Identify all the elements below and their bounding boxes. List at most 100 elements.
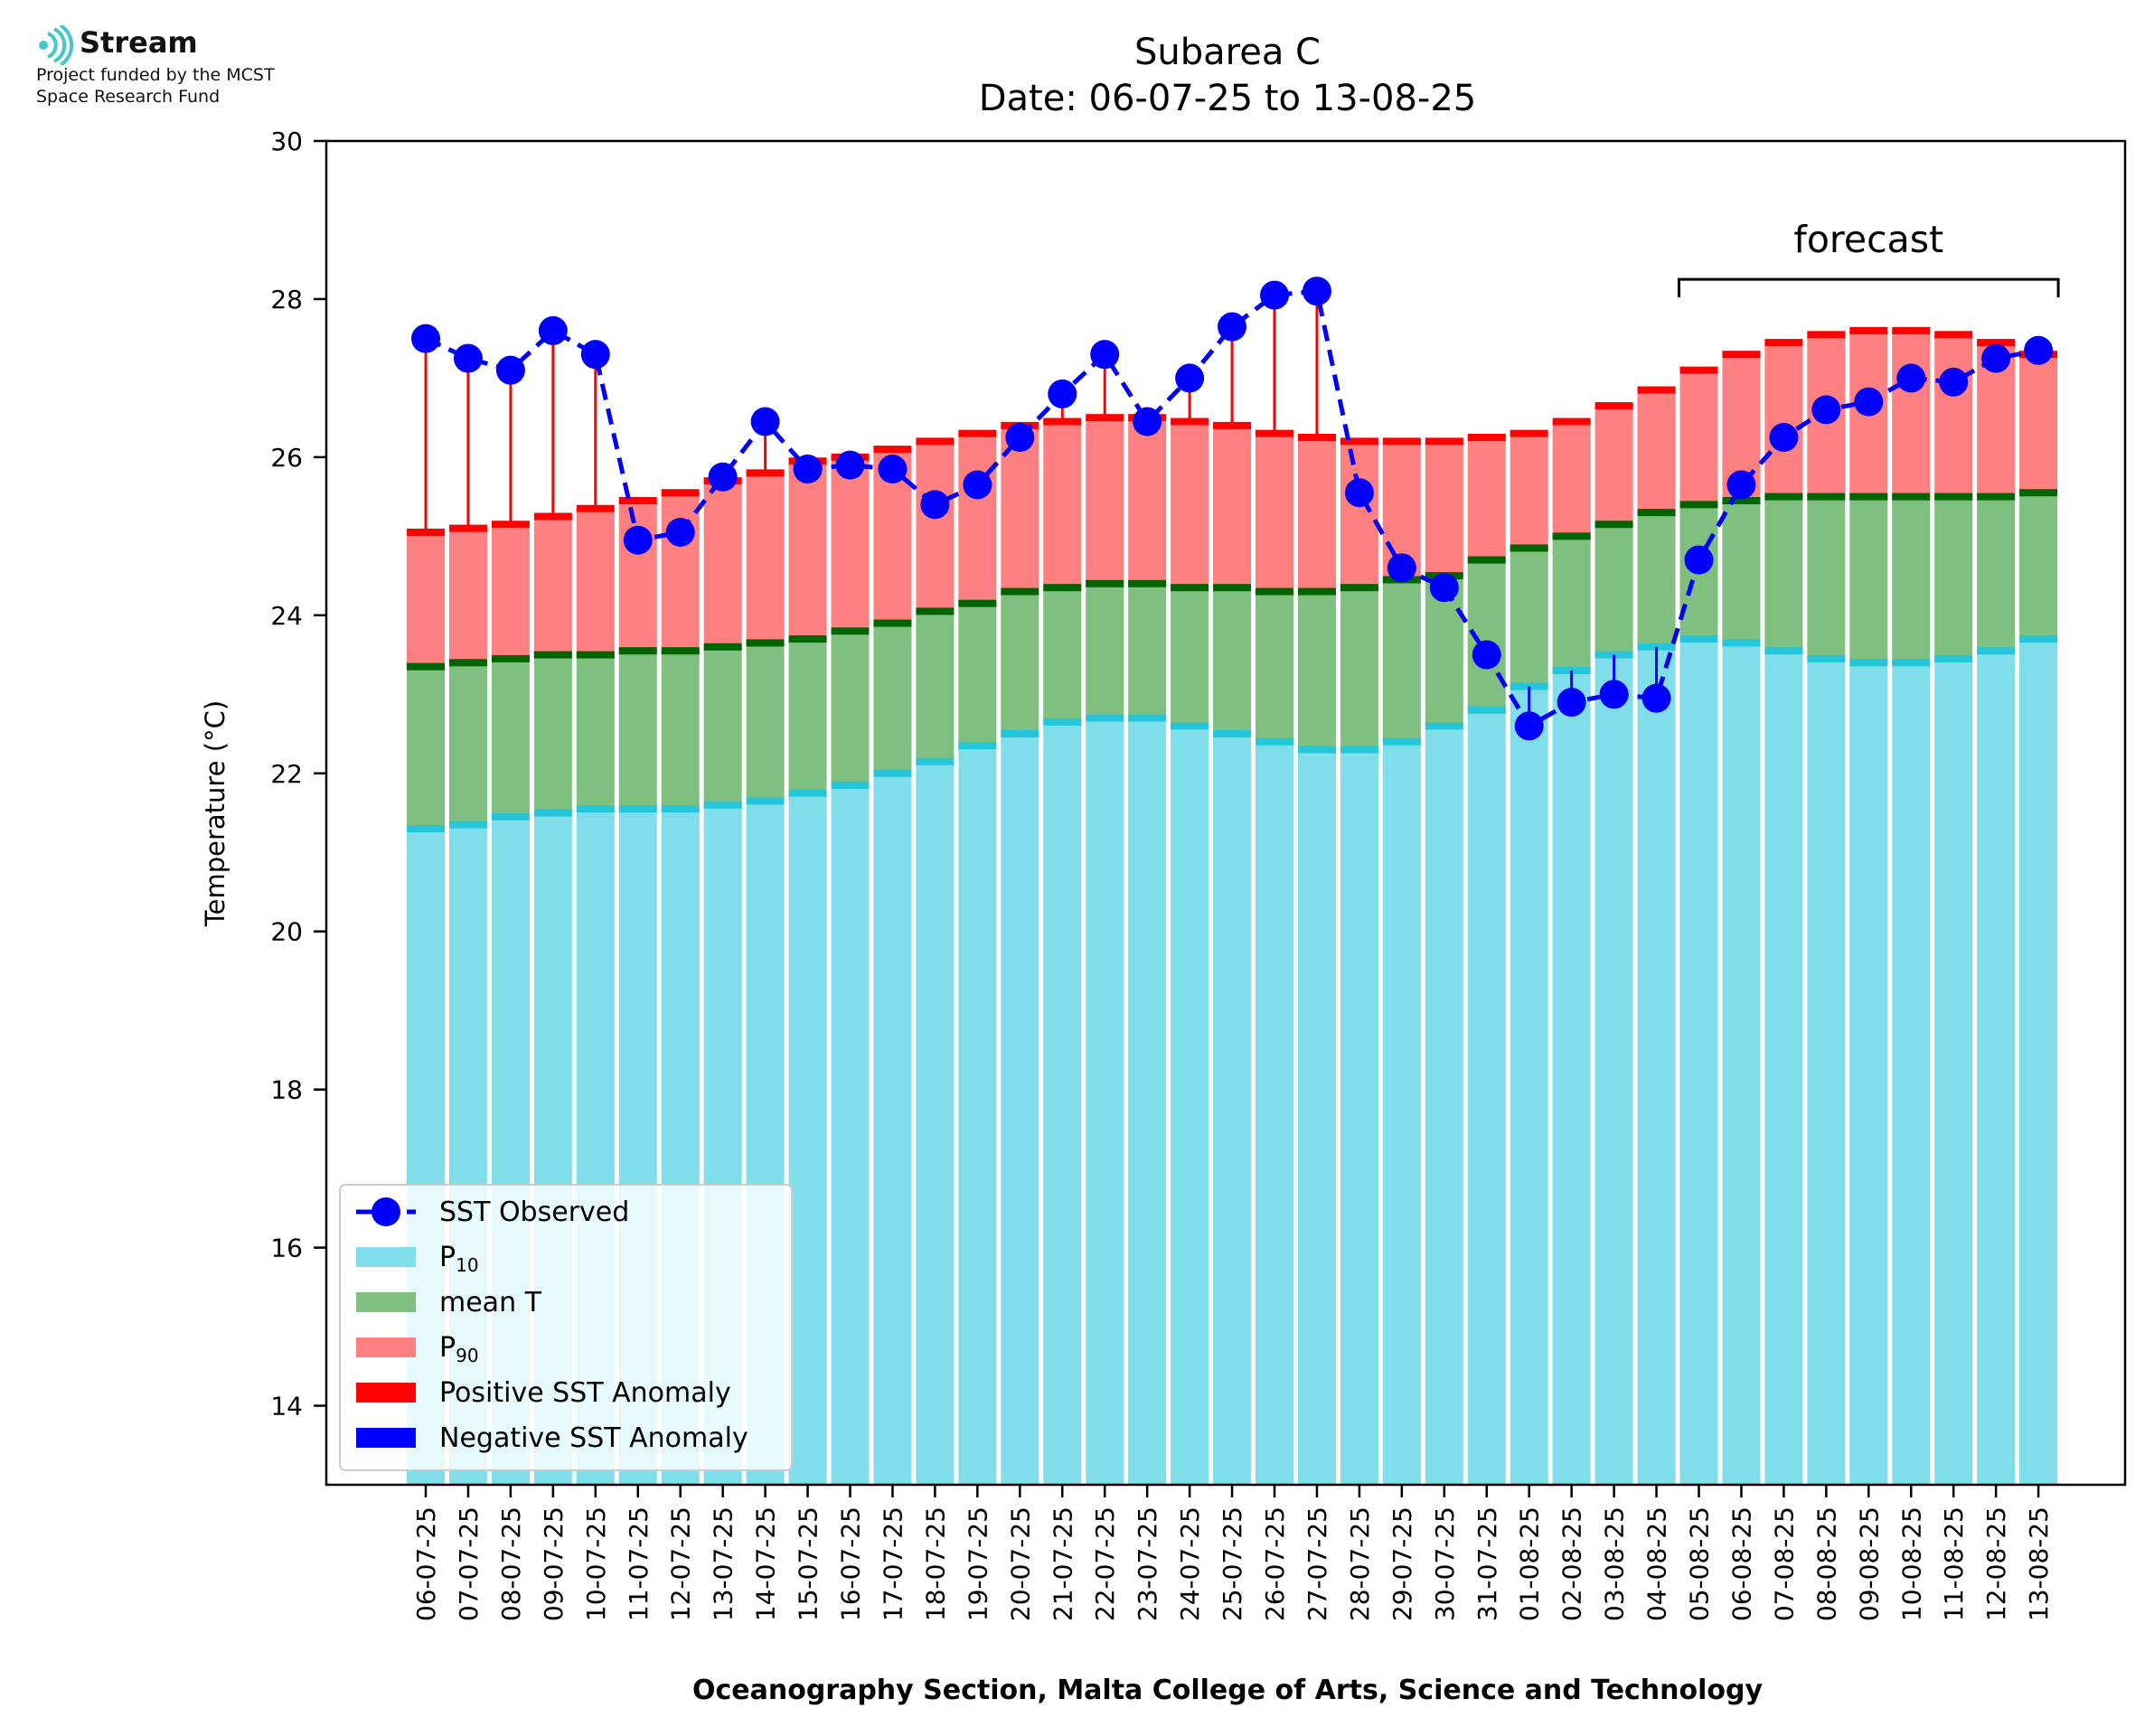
- x-tick-label: 30-07-25: [1430, 1506, 1460, 1621]
- legend-neg-label: Negative SST Anomaly: [439, 1422, 748, 1454]
- p10-edge: [1892, 659, 1931, 667]
- p90-bar: [1764, 343, 1803, 497]
- sst-observed-point: [665, 517, 695, 547]
- sst-observed-point: [1133, 407, 1162, 436]
- mean-edge: [1510, 544, 1548, 552]
- p10-edge: [1128, 714, 1167, 722]
- p90-edge: [916, 437, 955, 446]
- sst-observed-line: [424, 288, 2039, 729]
- mean-bar: [533, 654, 572, 813]
- p10-edge: [1382, 737, 1421, 746]
- p10-edge: [1213, 730, 1252, 738]
- p90-bar: [576, 508, 615, 655]
- y-axis: 14 16 18 20 22 24 26 28 30: [270, 127, 326, 1422]
- x-tick-label: 05-08-25: [1685, 1506, 1715, 1621]
- p10-edge: [533, 809, 572, 817]
- x-tick-label: 13-08-25: [2024, 1506, 2054, 1621]
- sst-observed-point: [411, 324, 440, 353]
- mean-edge: [1764, 493, 1803, 501]
- p10-bar: [1637, 646, 1676, 1485]
- p90-edge: [618, 496, 657, 504]
- sst-observed-point: [750, 407, 780, 436]
- x-tick-label: 03-08-25: [1600, 1506, 1630, 1621]
- forecast-label: forecast: [1793, 218, 1943, 261]
- legend-sst-marker: [372, 1197, 400, 1226]
- sst-observed-point: [1005, 423, 1035, 453]
- p10-bar: [1256, 741, 1293, 1485]
- p90-bar: [1213, 425, 1252, 588]
- p10-bar: [1171, 726, 1209, 1485]
- p10-bar: [1552, 671, 1591, 1485]
- anomaly-lines-layer: [424, 291, 2040, 727]
- p10-bar: [1425, 726, 1463, 1485]
- sst-observed-point: [623, 525, 653, 555]
- p10-bar: [1934, 658, 1973, 1485]
- p10-edge: [2019, 635, 2058, 643]
- p10-bar: [1764, 651, 1803, 1485]
- mean-bar: [1807, 496, 1846, 659]
- x-axis: 06-07-25 07-07-25 08-07-25 09-07-25 10-07-25…: [411, 1485, 2054, 1621]
- mean-bar: [746, 643, 785, 802]
- mean-bar: [1637, 512, 1676, 647]
- p90-edge: [958, 429, 997, 437]
- mean-bar: [1934, 496, 1973, 659]
- p90-bar: [2019, 354, 2058, 493]
- p90-edge: [1467, 434, 1506, 442]
- mean-bar: [1128, 583, 1167, 718]
- sst-observed-point: [1684, 545, 1714, 575]
- p10-edge: [1340, 746, 1378, 754]
- x-tick-label: 18-07-25: [920, 1506, 950, 1621]
- p10-bar: [1043, 721, 1082, 1485]
- x-tick-label: 12-08-25: [1981, 1506, 2011, 1621]
- mean-edge: [661, 647, 700, 655]
- sst-observed-point: [708, 462, 738, 492]
- chart-title: Subarea C: [1134, 32, 1321, 73]
- mean-edge: [1128, 579, 1167, 587]
- p90-edge: [1977, 339, 2016, 347]
- p10-bar: [1679, 639, 1718, 1485]
- p90-bar: [1510, 433, 1548, 549]
- x-tick-label: 29-07-25: [1387, 1506, 1417, 1621]
- mean-edge: [916, 607, 955, 615]
- legend-pos-label: Positive SST Anomaly: [439, 1377, 731, 1409]
- p10-edge: [1425, 722, 1463, 730]
- sst-observed-point: [1387, 553, 1416, 583]
- p10-bar: [1722, 643, 1761, 1485]
- mean-bar: [1722, 500, 1761, 643]
- x-tick-label: 25-07-25: [1218, 1506, 1247, 1621]
- sst-observed-point: [1302, 277, 1331, 306]
- p10-edge: [703, 801, 742, 809]
- p10-edge: [1977, 647, 2016, 655]
- mean-bar: [618, 651, 657, 810]
- legend-mean-label: mean T: [439, 1287, 542, 1318]
- p90-edge: [1340, 437, 1378, 446]
- p10-bar: [831, 784, 870, 1485]
- p90-bar: [1594, 406, 1633, 525]
- sst-observed-point: [1260, 280, 1289, 310]
- mean-edge: [1340, 584, 1378, 592]
- p10-bar: [1807, 658, 1846, 1485]
- p10-bar: [1594, 654, 1633, 1485]
- p90-bar: [1467, 437, 1506, 560]
- mean-edge: [618, 647, 657, 655]
- mean-bar: [407, 666, 445, 829]
- p90-bar: [703, 481, 742, 647]
- mean-edge: [448, 659, 487, 667]
- mean-edge: [831, 627, 870, 635]
- p10-edge: [746, 797, 785, 805]
- mean-bar: [1171, 587, 1209, 727]
- p10-edge: [1001, 730, 1039, 738]
- mean-edge: [1086, 579, 1124, 587]
- y-tick-label: 30: [270, 127, 303, 156]
- mean-bar: [1256, 591, 1293, 742]
- mean-edge: [1722, 496, 1761, 504]
- sst-observed-point: [793, 455, 823, 484]
- x-tick-label: 11-08-25: [1939, 1506, 1969, 1621]
- mean-edge: [1934, 493, 1973, 501]
- y-tick-label: 24: [270, 601, 303, 631]
- x-tick-label: 15-07-25: [794, 1506, 823, 1621]
- x-tick-label: 16-07-25: [836, 1506, 866, 1621]
- p90-bar: [1552, 421, 1591, 537]
- p90-bar: [916, 441, 955, 612]
- mean-bar: [1001, 591, 1039, 735]
